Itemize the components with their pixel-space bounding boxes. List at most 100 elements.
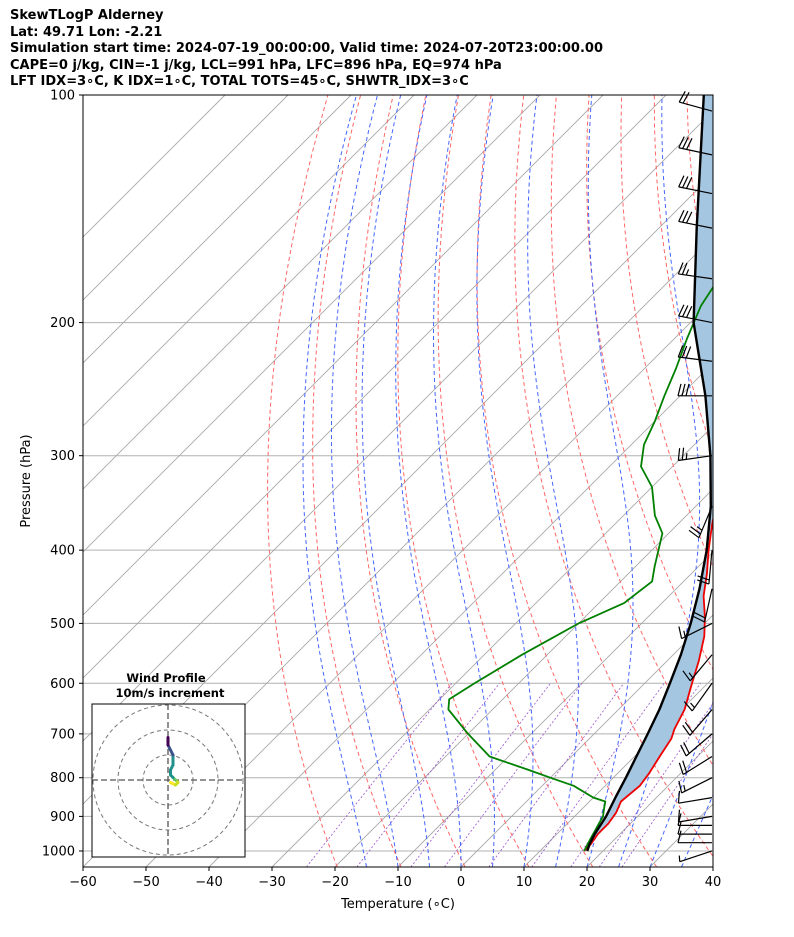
temperature-line <box>583 515 713 852</box>
barb-half-flag <box>690 702 696 709</box>
wind-barb <box>677 262 713 280</box>
isotherm-line <box>776 95 794 867</box>
barb-shaft <box>689 654 713 682</box>
moist-adiabat <box>681 793 713 867</box>
stability-indices-line: CAPE=0 j/kg, CIN=-1 j/kg, LCL=991 hPa, L… <box>10 57 502 73</box>
wind-barb <box>678 136 713 156</box>
y-tick-label: 100 <box>50 89 75 104</box>
dry-adiabat <box>514 95 713 858</box>
barb-flag <box>677 821 682 835</box>
isotherm-line <box>145 299 713 867</box>
inset-title: Wind Profile <box>126 671 206 685</box>
isotherm-line <box>208 362 713 867</box>
barb-shaft <box>682 756 713 776</box>
barb-half-flag <box>683 784 686 792</box>
wind-barb <box>678 175 713 195</box>
wind-barb <box>677 821 712 835</box>
barb-flag <box>678 175 685 188</box>
parcel-line <box>586 95 712 852</box>
barb-half-flag <box>696 526 703 531</box>
isotherm-line <box>83 95 352 364</box>
barb-flag <box>685 176 693 189</box>
wind-barb <box>677 830 712 844</box>
mixing-ratio-line <box>306 683 453 867</box>
mixing-ratio-line <box>444 683 583 867</box>
x-tick-label: 10 <box>516 875 533 890</box>
dry-adiabat <box>355 95 466 867</box>
barb-shaft <box>678 815 713 823</box>
wind-barb <box>677 345 713 362</box>
barb-flag <box>697 579 710 585</box>
barb-flag <box>683 742 690 754</box>
wind-barb <box>677 383 712 397</box>
moist-adiabat <box>586 95 634 867</box>
y-tick-label: 800 <box>50 771 75 786</box>
barb-flag <box>677 448 681 461</box>
barb-flag <box>683 701 693 712</box>
barb-flag <box>677 383 682 396</box>
barb-flag <box>678 136 685 148</box>
barb-flag <box>678 626 683 639</box>
isotherm-line <box>83 95 289 301</box>
barb-flag <box>681 262 688 275</box>
x-tick-label: −60 <box>69 875 96 890</box>
barb-flag <box>677 345 684 358</box>
dry-adiabat <box>620 95 713 568</box>
barb-flag <box>685 306 693 318</box>
wind-barb <box>682 654 713 682</box>
barb-flag <box>685 211 693 224</box>
x-tick-label: 0 <box>457 875 465 890</box>
y-tick-label: 700 <box>50 727 75 742</box>
y-tick-label: 400 <box>50 544 75 559</box>
barb-flag <box>678 90 686 103</box>
barb-flag <box>678 304 685 317</box>
barb-flag <box>678 210 685 222</box>
mixing-ratio-line <box>488 683 625 867</box>
barb-half-flag <box>685 453 688 460</box>
dry-adiabat <box>312 95 402 867</box>
moist-adiabat <box>302 95 367 867</box>
profile-series <box>447 95 713 852</box>
chart-title: SkewTLogP Alderney <box>10 8 164 23</box>
y-tick-label: 1000 <box>42 844 75 859</box>
barb-flag <box>681 383 686 396</box>
wind-barb <box>693 588 713 623</box>
index-line: LFT IDX=3∘C, K IDX=1∘C, TOTAL TOTS=45∘C,… <box>10 74 469 89</box>
isotherm-line <box>83 95 541 553</box>
barb-flag <box>677 809 681 823</box>
dry-adiabat <box>653 95 713 453</box>
barb-shaft <box>678 315 713 324</box>
y-axis-label: Pressure (hPa) <box>19 434 34 527</box>
barb-half-flag <box>688 672 694 679</box>
x-tick-label: 30 <box>642 875 659 890</box>
barb-shaft <box>678 186 713 195</box>
barb-flag <box>677 262 684 275</box>
isotherm-line <box>334 488 713 867</box>
barb-flag <box>677 790 681 804</box>
dewpoint-line <box>447 285 713 852</box>
barb-flag <box>678 780 683 794</box>
x-tick-label: −20 <box>321 875 348 890</box>
x-tick-label: −50 <box>132 875 159 890</box>
y-tick-label: 500 <box>50 617 75 632</box>
barb-flag <box>690 526 701 535</box>
y-tick-label: 300 <box>50 449 75 464</box>
y-tick-label: 600 <box>50 677 75 692</box>
mixing-ratio-line <box>598 702 713 867</box>
barb-flag <box>686 138 693 150</box>
wind-barb <box>697 550 713 585</box>
wind-barb <box>678 90 713 112</box>
time-line: Simulation start time: 2024-07-19_00:00:… <box>10 41 603 56</box>
mixing-ratio-line <box>410 683 551 867</box>
barb-shaft <box>689 709 713 736</box>
x-tick-label: −30 <box>258 875 285 890</box>
wind-barb <box>678 304 713 324</box>
moist-adiabat <box>433 95 495 867</box>
barb-shaft <box>681 777 713 794</box>
barb-flag <box>682 210 689 223</box>
barb-flag <box>677 813 682 826</box>
barb-shaft <box>698 506 713 538</box>
wind-barb <box>688 506 713 539</box>
barb-shaft <box>679 850 713 863</box>
